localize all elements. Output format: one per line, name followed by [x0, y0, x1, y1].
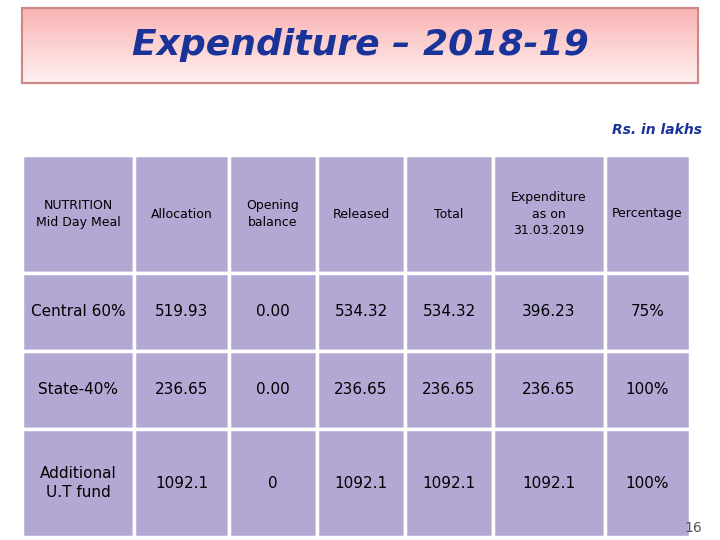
Text: 0.00: 0.00 [256, 305, 290, 320]
Bar [22, 57, 698, 61]
Text: 100%: 100% [626, 382, 670, 397]
Text: Opening
balance: Opening balance [247, 199, 300, 229]
Bar [229, 155, 317, 273]
Bar [134, 273, 229, 351]
Text: 100%: 100% [626, 476, 670, 490]
Bar [22, 8, 698, 12]
Bar [405, 273, 493, 351]
Text: Expenditure – 2018-19: Expenditure – 2018-19 [132, 29, 588, 63]
Bar [405, 351, 493, 429]
Bar [493, 351, 605, 429]
Bar [22, 64, 698, 69]
Text: State-40%: State-40% [38, 382, 118, 397]
Bar [134, 429, 229, 537]
Text: 0: 0 [268, 476, 278, 490]
Text: Percentage: Percentage [612, 207, 683, 220]
Text: NUTRITION
Mid Day Meal: NUTRITION Mid Day Meal [35, 199, 120, 229]
Bar [229, 351, 317, 429]
Text: Additional
U.T fund: Additional U.T fund [40, 466, 117, 500]
Text: 1092.1: 1092.1 [523, 476, 575, 490]
Bar [22, 42, 698, 46]
Bar [22, 38, 698, 42]
Text: 1092.1: 1092.1 [155, 476, 208, 490]
Text: 519.93: 519.93 [155, 305, 208, 320]
Text: 534.32: 534.32 [334, 305, 387, 320]
Bar [22, 34, 698, 38]
Text: 236.65: 236.65 [334, 382, 387, 397]
Bar [22, 12, 698, 16]
Bar [317, 155, 405, 273]
Text: 16: 16 [684, 521, 702, 535]
Bar [229, 273, 317, 351]
Bar [605, 429, 690, 537]
Bar [317, 351, 405, 429]
Text: Allocation: Allocation [150, 207, 212, 220]
Bar [22, 68, 698, 72]
Text: Total: Total [434, 207, 464, 220]
Bar [22, 23, 698, 27]
Bar [317, 273, 405, 351]
Bar [22, 76, 698, 80]
Bar [405, 155, 493, 273]
Text: 236.65: 236.65 [155, 382, 208, 397]
Text: 236.65: 236.65 [522, 382, 576, 397]
Text: 75%: 75% [631, 305, 665, 320]
Bar [22, 79, 698, 84]
Text: 1092.1: 1092.1 [334, 476, 387, 490]
Bar [22, 155, 134, 273]
Text: 236.65: 236.65 [423, 382, 476, 397]
Text: Central 60%: Central 60% [31, 305, 125, 320]
Bar [605, 351, 690, 429]
Text: 0.00: 0.00 [256, 382, 290, 397]
Bar [22, 72, 698, 76]
Bar [493, 429, 605, 537]
Text: 396.23: 396.23 [522, 305, 576, 320]
Text: 534.32: 534.32 [423, 305, 476, 320]
Bar [493, 273, 605, 351]
Bar [22, 16, 698, 20]
Bar [605, 155, 690, 273]
Bar [22, 53, 698, 57]
Bar [22, 49, 698, 53]
Bar [134, 351, 229, 429]
Bar [22, 27, 698, 31]
Text: Released: Released [333, 207, 390, 220]
Bar [229, 429, 317, 537]
FancyBboxPatch shape [22, 8, 698, 83]
Bar [22, 30, 698, 35]
Bar [22, 273, 134, 351]
Bar [22, 429, 134, 537]
Bar [22, 45, 698, 50]
Bar [493, 155, 605, 273]
Bar [317, 429, 405, 537]
Bar [134, 155, 229, 273]
Bar [22, 351, 134, 429]
Bar [22, 19, 698, 24]
Text: Expenditure
as on
31.03.2019: Expenditure as on 31.03.2019 [511, 191, 587, 237]
Bar [405, 429, 493, 537]
Bar [605, 273, 690, 351]
Bar [22, 60, 698, 65]
Text: Rs. in lakhs: Rs. in lakhs [612, 123, 702, 137]
Text: 1092.1: 1092.1 [423, 476, 476, 490]
